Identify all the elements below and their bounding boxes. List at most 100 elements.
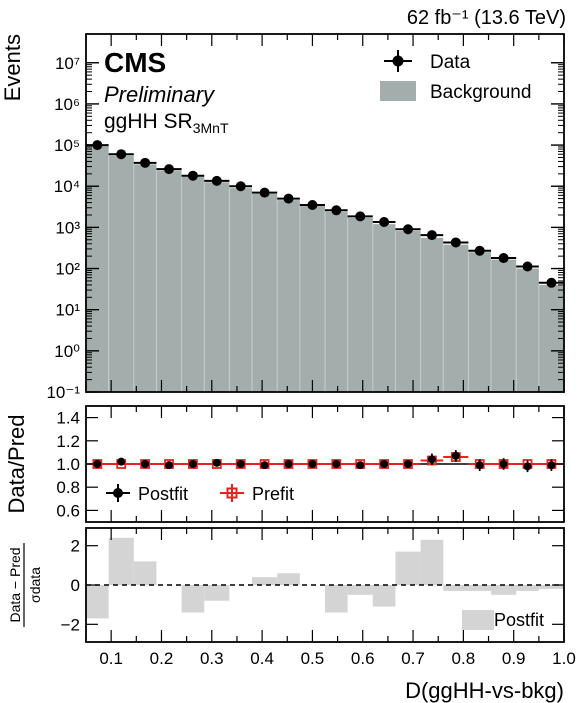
cms-label: CMS: [104, 47, 166, 78]
background-bar: [491, 259, 517, 392]
pull-bar: [395, 551, 421, 585]
pull-bar: [443, 585, 469, 591]
pull-bar: [277, 573, 300, 585]
pull-bar: [181, 585, 205, 613]
postfit-point: [404, 460, 413, 468]
pull-bar: [516, 585, 539, 591]
legend-background-swatch: [380, 81, 416, 101]
pull-bar: [372, 585, 396, 607]
pull-y-tick-label: 0: [71, 576, 80, 595]
background-bar: [277, 200, 300, 392]
pull-bar: [468, 585, 492, 591]
ratio-panel: 0.6 0.8 1.0 1.2 1.4 Data/Pred Postfit Prefit: [4, 405, 565, 523]
main-y-tick-label: 10⁵: [54, 136, 80, 155]
main-y-tick-label: 10⁰: [54, 342, 80, 361]
postfit-point: [141, 460, 150, 468]
background-bar: [468, 252, 492, 392]
ratio-y-tick-label: 1.4: [56, 409, 80, 428]
postfit-point: [284, 460, 293, 468]
main-y-axis: 10⁻¹ 10⁰ 10¹ 10² 10³ 10⁴ 10⁵ 10⁶ 10⁷: [46, 34, 565, 402]
pull-y-tick-label: −2: [61, 615, 80, 634]
postfit-point: [499, 460, 508, 468]
data-point: [187, 170, 198, 181]
x-tick-label: 0.9: [502, 649, 526, 668]
data-point: [235, 181, 246, 192]
postfit-point: [475, 461, 484, 470]
pull-y-label-numerator: Data − Pred: [7, 547, 23, 622]
x-tick-label: 0.3: [200, 649, 224, 668]
background-bar: [516, 268, 539, 392]
background-bar: [299, 206, 325, 392]
ratio-y-tick-label: 0.6: [56, 501, 80, 520]
data-point: [546, 277, 557, 288]
data-point: [164, 164, 175, 175]
x-tick-label: 0.6: [351, 649, 375, 668]
preliminary-label: Preliminary: [104, 82, 216, 107]
x-tick-label: 0.7: [401, 649, 425, 668]
x-tick-label: 0.4: [250, 649, 274, 668]
postfit-point: [308, 460, 317, 468]
postfit-point: [523, 462, 532, 471]
background-bar: [252, 193, 278, 392]
pull-bar: [491, 585, 517, 595]
pull-bar: [86, 585, 109, 619]
data-point: [474, 245, 485, 256]
background-bar: [133, 164, 157, 392]
postfit-point: [260, 461, 269, 470]
main-y-tick-label: 10³: [55, 218, 80, 237]
postfit-point: [117, 457, 126, 466]
background-bar: [229, 188, 253, 392]
postfit-point: [380, 460, 389, 468]
x-axis-label: D(ggHH-vs-bkg): [405, 678, 564, 703]
postfit-point: [451, 451, 460, 460]
pull-y-tick-label: 2: [71, 537, 80, 556]
pull-bar: [420, 539, 444, 585]
data-points: [86, 140, 564, 288]
region-main: ggHH SR: [104, 110, 193, 133]
background-bar: [395, 230, 421, 392]
pull-bar: [133, 561, 157, 585]
background-bar: [156, 170, 182, 392]
x-tick-label: 0.2: [150, 649, 174, 668]
postfit-point: [356, 461, 365, 470]
main-y-label: Events: [0, 34, 25, 101]
data-point: [283, 193, 294, 204]
x-tick-label: 0.1: [99, 649, 123, 668]
postfit-point: [212, 458, 221, 467]
ratio-legend: Postfit Prefit: [106, 484, 294, 504]
main-y-tick-label: 10⁷: [55, 54, 80, 73]
main-y-tick-label: 10⁴: [54, 177, 80, 196]
main-frame: [85, 33, 565, 393]
pull-y-label: Data − Pred σdata: [7, 543, 43, 627]
data-point: [450, 237, 461, 248]
ratio-y-tick-label: 0.8: [56, 478, 80, 497]
legend-postfit-fill-label: Postfit: [494, 610, 544, 630]
background-bar: [325, 211, 348, 392]
pull-bar: [325, 585, 348, 613]
pull-bar: [108, 537, 134, 585]
legend-prefit-marker: [220, 484, 244, 502]
legend-postfit-marker: [106, 484, 130, 502]
ratio-points: [86, 450, 564, 473]
pull-axes: −2 0 2 0.1 0.2 0.3 0.4 0.5 0.6 0.7 0.8 0.9 1.0: [61, 528, 576, 668]
data-point: [259, 187, 270, 198]
postfit-point: [165, 461, 174, 470]
background-bar: [443, 244, 469, 392]
background-bars: [86, 145, 564, 392]
background-bar: [108, 155, 134, 392]
pull-bars: [86, 537, 564, 619]
data-point: [498, 253, 509, 264]
data-point: [307, 199, 318, 210]
ratio-y-axis: 0.6 0.8 1.0 1.2 1.4: [56, 406, 565, 522]
data-point: [426, 230, 437, 241]
main-y-tick-label: 10¹: [55, 301, 80, 320]
legend-prefit-label: Prefit: [252, 484, 294, 504]
background-bar: [420, 237, 444, 392]
postfit-point: [236, 460, 245, 468]
postfit-point: [332, 460, 341, 468]
legend-background-label: Background: [430, 82, 531, 103]
region-label: ggHH SR3MnT: [104, 110, 229, 136]
legend-data-label: Data: [430, 52, 471, 73]
